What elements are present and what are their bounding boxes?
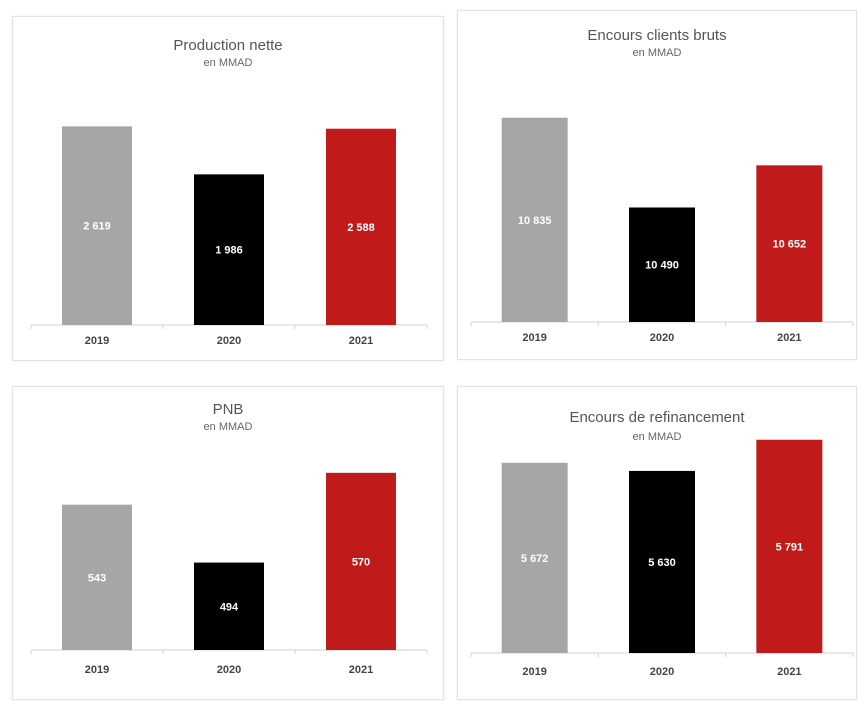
data-label-2021: 10 652 [773,239,807,251]
x-tick-label-2020: 2020 [217,664,241,676]
chart-panel-production-nette: Production nette en MMAD 2 619 2019 1 986 2… [12,16,444,361]
bar-2019 [501,462,568,653]
bar-2021 [756,439,823,653]
bar-2020 [629,470,695,653]
chart-panel-encours-refinancement: Encours de refinancement en MMAD 5 672 20… [457,386,857,700]
data-label-2019: 5 672 [521,553,549,565]
x-tick-label-2019: 2019 [522,332,546,344]
data-label-2019: 2 619 [83,221,111,233]
data-label-2021: 570 [352,556,370,568]
data-label-2021: 2 588 [347,222,375,234]
chart-title: Production nette [173,37,283,54]
x-tick-label-2019: 2019 [522,666,546,678]
chart-subtitle: en MMAD [203,57,253,69]
bar-2019 [501,117,568,322]
bar-2019 [62,504,132,650]
bar-2021 [326,128,396,325]
x-tick-label-2020: 2020 [650,332,674,344]
x-tick-label-2021: 2021 [349,664,373,676]
bar-2021 [326,472,396,650]
bar-2021 [756,165,823,322]
data-label-2021: 5 791 [776,541,804,553]
chart-title: Encours de refinancement [569,409,745,426]
bar-2020 [194,562,264,650]
x-tick-label-2021: 2021 [777,332,801,344]
data-label-2020: 10 490 [645,260,679,272]
data-label-2020: 5 630 [648,557,676,569]
x-tick-label-2021: 2021 [349,335,373,347]
bar-2020 [629,207,695,322]
chart-subtitle: en MMAD [632,47,682,59]
bar-2020 [194,174,264,325]
bar-chart: 10 835 2019 10 490 2020 10 652 2021 [470,117,854,344]
x-tick-label-2019: 2019 [85,664,109,676]
chart-title: Encours clients bruts [587,27,727,44]
data-label-2020: 494 [220,601,239,613]
chart-panel-pnb: PNB en MMAD 543 2019 494 2020 570 2021 [12,386,444,700]
bar-2019 [62,126,132,325]
bar-chart: 5 672 2019 5 630 2020 5 791 2021 [470,439,854,678]
chart-title: PNB [212,401,244,418]
chart-panel-encours-clients-bruts: Encours clients bruts en MMAD 10 835 2019… [457,10,857,360]
x-tick-label-2021: 2021 [777,666,801,678]
data-label-2019: 543 [88,572,106,584]
chart-subtitle: en MMAD [203,421,253,433]
chart-subtitle: en MMAD [632,431,682,443]
x-tick-label-2019: 2019 [85,335,109,347]
bar-chart: 543 2019 494 2020 570 2021 [30,472,428,676]
bar-chart: 2 619 2019 1 986 2020 2 588 2021 [30,126,428,347]
x-tick-label-2020: 2020 [217,335,241,347]
data-label-2019: 10 835 [518,215,552,227]
x-tick-label-2020: 2020 [650,666,674,678]
data-label-2020: 1 986 [215,245,243,257]
